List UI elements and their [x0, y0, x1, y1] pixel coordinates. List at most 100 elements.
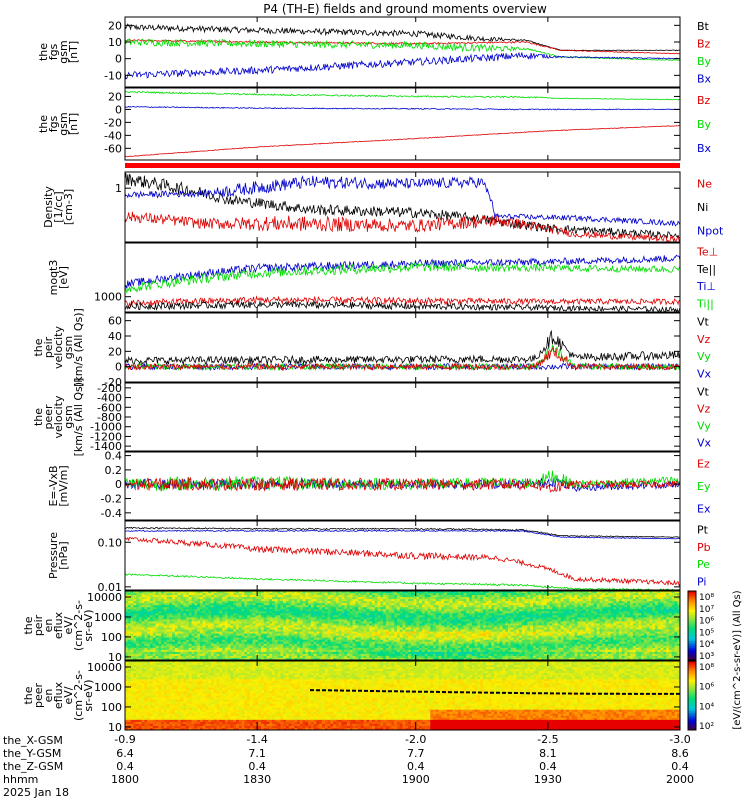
panel-frame [124, 660, 681, 731]
y-axis-label: E=-VxB[mV/m] [47, 465, 70, 506]
panel-frame [124, 16, 681, 88]
series-density-Ni [124, 173, 681, 239]
legend-entry: By [697, 55, 712, 68]
y-axis-label-line: en [42, 619, 55, 633]
y-axis-label-line: Density [42, 186, 55, 228]
legend-entry: Bx [697, 142, 712, 155]
colorbar-tick-label: 10⁴ [699, 702, 714, 712]
series-density-Ne [124, 211, 681, 244]
y-axis-label-line: [nT] [67, 113, 80, 135]
y-tick-label: 10 [108, 651, 122, 664]
mode-bar [125, 163, 680, 168]
y-tick-label: 20 [108, 345, 122, 358]
y-tick-label: -60 [104, 142, 122, 155]
y-axis-label-line: gsm [62, 336, 75, 359]
plot-title: P4 (TH-E) fields and ground moments over… [263, 2, 547, 16]
colorbar-tick-label: 10⁶ [699, 683, 714, 693]
y-axis-label-line: the [22, 616, 35, 634]
x-row-value: 8.1 [539, 747, 557, 760]
series-peir_velocity-Vy [124, 345, 681, 371]
y-tick-label: 0.4 [105, 450, 123, 463]
series-temperature-Te [124, 300, 681, 314]
y-tick-label: 100 [101, 701, 122, 714]
y-tick-label: 20 [108, 90, 122, 103]
y-tick-label: -0.4 [101, 507, 122, 520]
x-row-value: 7.1 [248, 747, 266, 760]
series-pressure-Pt [124, 526, 681, 538]
x-tick-label: -1.4 [246, 733, 267, 746]
series-fgs_gsm-Bx [124, 51, 681, 80]
y-tick-label: 0.10 [98, 536, 123, 549]
y-tick-label: 0 [115, 478, 122, 491]
x-row-title: the_X-GSM [3, 734, 63, 747]
colorbar-2: 10⁸ 10⁶ 10⁴ 10² [687, 660, 714, 732]
spacecraft-potential-line [310, 689, 680, 695]
series-temperature-Te [124, 295, 681, 308]
legend-entry: Ni [697, 201, 708, 214]
y-tick-label: -20 [104, 116, 122, 129]
legend-temperature: Te⊥ Te|| Ti⊥ Ti|| [696, 246, 718, 311]
y-tick-label: -600 [97, 401, 122, 414]
panel-frame [124, 590, 681, 661]
y-axis-label-line: [km/s (All Qs)] [72, 378, 85, 457]
y-axis-label-line: the [32, 338, 45, 356]
x-row-value: 1800 [111, 773, 139, 786]
legend-entry: Vx [697, 437, 712, 450]
legend-entry: Te⊥ [696, 246, 718, 259]
y-axis-label-line: peir [32, 614, 45, 636]
x-row-name: hhmm [3, 773, 38, 786]
y-axis-label-line: (cm^2-s- [72, 600, 85, 651]
colorbar-tick-label: 10⁶ [699, 617, 714, 627]
y-axis-label-line: eflux [52, 681, 65, 709]
y-axis-label-line: eflux [52, 611, 65, 639]
series-density-Npot [124, 175, 681, 227]
y-tick-label: -1200 [90, 430, 122, 443]
series-fgs_gsm_offset-Bz [124, 124, 681, 158]
y-axis-label-line: gsm [57, 112, 70, 135]
y-axis-label-line: the [22, 686, 35, 704]
heatmap-cells-peer_en_eflux [125, 661, 681, 731]
y-tick-label: -40 [104, 129, 122, 142]
x-row-value: 7.7 [407, 747, 425, 760]
legend-fgs_gsm_offset: Bz By Bx [697, 94, 712, 155]
y-axis-label-line: fgs [47, 43, 60, 60]
series-fgs_gsm_offset-Bx [124, 105, 681, 111]
x-row-name: the_Y-GSM [3, 747, 61, 760]
panel-efield: 0.40.20 -0.2-0.4 E=-VxB[mV/m] Ez Ey Ex [47, 450, 711, 521]
panel-frame [124, 242, 681, 313]
heatmap-cells-peir_en_eflux [125, 591, 681, 661]
y-tick-label: 0 [115, 103, 122, 116]
x-row-value: 1830 [243, 773, 271, 786]
y-axis-label-line: [km/s (All Qs)] [72, 308, 85, 387]
legend-entry: Bx [697, 72, 712, 85]
y-axis-label-line: sr-eV) [82, 679, 95, 711]
x-tick-label: -2.5 [537, 733, 558, 746]
panel-peir_en_eflux: 10000 1000 100 10 thepeirenefluxeV/(cm^2-s-s… [22, 590, 681, 664]
y-axis-label-line: sr-eV) [82, 609, 95, 641]
colorbar-tick-label: 10⁷ [699, 605, 714, 615]
y-tick-label: 40 [108, 330, 122, 343]
y-axis-label-line: the [37, 43, 50, 61]
y-tick-label: 1000 [94, 291, 122, 304]
y-axis-label-line: velocity [52, 326, 65, 369]
panel-temperature: 1000 moqt3[eV] Te⊥ Te|| Ti⊥ Ti|| [47, 242, 718, 314]
x-row-value: 2000 [666, 773, 694, 786]
legend-entry: Pi [697, 575, 706, 588]
y-axis-label-line: eV/ [62, 616, 75, 634]
y-axis-label: Pressure[nPa] [47, 532, 70, 579]
panel-density: 1 Density[1/cc][cm-3] Ne Ni Npot [42, 171, 724, 244]
legend-entry: Ne [697, 178, 712, 191]
x-row-value: 8.6 [671, 747, 689, 760]
y-axis-label-line: [1/cc] [52, 191, 65, 222]
legend-entry: Pb [697, 541, 711, 554]
y-axis-label-line: en [42, 689, 55, 703]
y-axis-label: Density[1/cc][cm-3] [42, 186, 75, 228]
colorbar-tick-label: 10² [699, 722, 714, 732]
legend-entry: Vx [697, 367, 712, 380]
legend-entry: Vy [697, 350, 711, 363]
legend-entry: Ey [697, 480, 711, 493]
legend-entry: Ti⊥ [696, 280, 716, 293]
panel-frame [124, 382, 681, 452]
y-axis-label-line: [nT] [67, 41, 80, 63]
